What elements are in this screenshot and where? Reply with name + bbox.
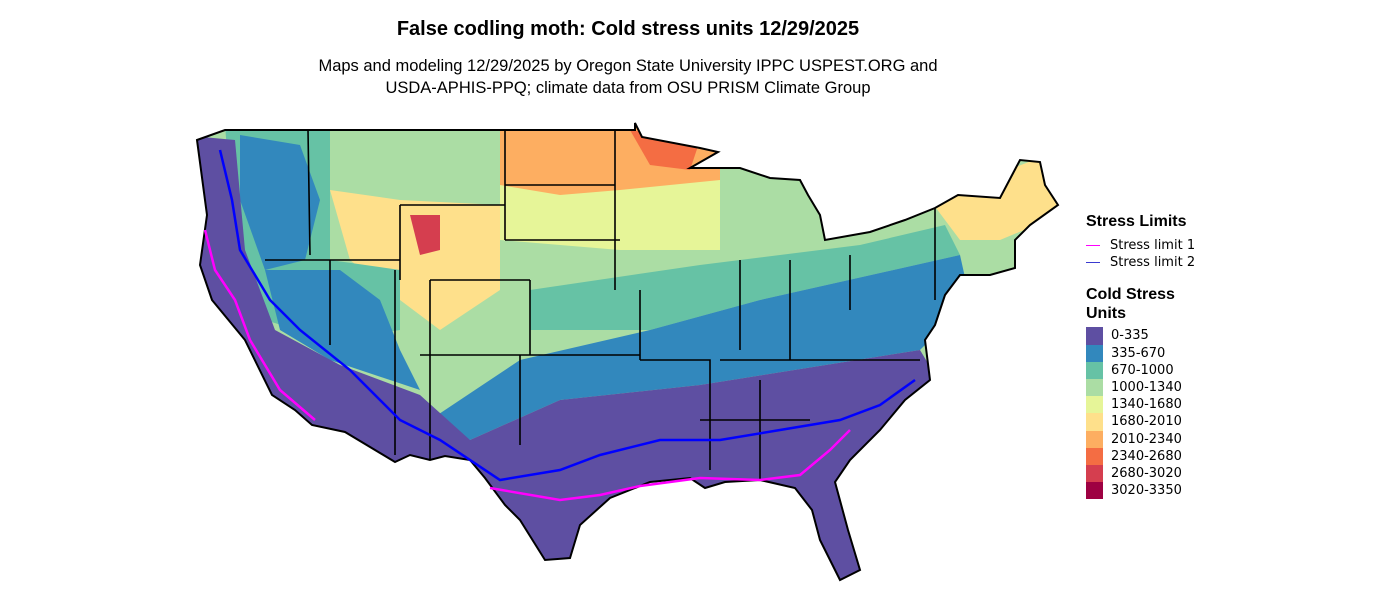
legend-bin: 1680-2010 <box>1086 413 1195 431</box>
region-335-670-southwest <box>265 270 420 390</box>
region-1680-2010-rockies <box>330 190 500 330</box>
legend-bin: 335-670 <box>1086 344 1195 362</box>
map-subtitle: Maps and modeling 12/29/2025 by Oregon S… <box>0 55 1256 99</box>
legend: Stress Limits Stress limit 1 Stress limi… <box>1086 212 1195 500</box>
legend-bin-label: 2010-2340 <box>1111 431 1182 447</box>
color-swatch <box>1086 396 1103 414</box>
legend-bin: 2680-3020 <box>1086 464 1195 483</box>
legend-bin-label: 0-335 <box>1111 328 1149 344</box>
legend-bin-label: 2340-2680 <box>1111 448 1182 464</box>
region-2680-3020 <box>410 215 440 255</box>
color-swatch <box>1086 378 1103 397</box>
legend-bin: 3020-3350 <box>1086 482 1195 500</box>
legend-bin-label: 2680-3020 <box>1111 465 1182 481</box>
blue-line-key <box>1086 262 1100 264</box>
legend-bin: 2010-2340 <box>1086 430 1195 448</box>
cold-stress-units-title: Cold Stress Units <box>1086 285 1195 323</box>
legend-bin-label: 1000-1340 <box>1111 380 1182 396</box>
legend-bin: 1340-1680 <box>1086 396 1195 414</box>
color-swatch <box>1086 430 1103 448</box>
color-swatch <box>1086 344 1103 362</box>
legend-label: Stress limit 1 <box>1110 238 1196 254</box>
subtitle-line-2: USDA-APHIS-PPQ; climate data from OSU PR… <box>385 79 871 97</box>
subtitle-line-1: Maps and modeling 12/29/2025 by Oregon S… <box>318 57 938 75</box>
region-335-670-northwest <box>240 135 320 270</box>
color-swatch <box>1086 482 1103 500</box>
legend-bin-label: 335-670 <box>1111 345 1166 361</box>
title-line-1: Cold Stress <box>1086 286 1175 304</box>
cold-stress-bins: 0-335 335-670 670-1000 1000-1340 1340-1680 16… <box>1086 327 1195 500</box>
magenta-line-key <box>1086 245 1100 247</box>
stress-limits-title: Stress Limits <box>1086 213 1187 230</box>
legend-bin-label: 1340-1680 <box>1111 397 1182 413</box>
legend-bin: 0-335 <box>1086 327 1195 345</box>
legend-bin: 1000-1340 <box>1086 378 1195 397</box>
legend-bin: 2340-2680 <box>1086 447 1195 465</box>
legend-bin-label: 670-1000 <box>1111 362 1174 378</box>
legend-bin-label: 3020-3350 <box>1111 483 1182 499</box>
map-title: False codling moth: Cold stress units 12… <box>396 18 860 40</box>
legend-label: Stress limit 2 <box>1110 255 1196 271</box>
color-swatch <box>1086 361 1103 379</box>
title-line-2: Units <box>1086 305 1126 323</box>
region-335-670-central <box>430 255 970 440</box>
color-swatch <box>1086 447 1103 465</box>
region-670-1000-central <box>530 225 960 330</box>
color-swatch <box>1086 327 1103 345</box>
color-swatch <box>1086 464 1103 483</box>
legend-item-stress-limit-2: Stress limit 2 <box>1086 254 1195 271</box>
state-borders <box>265 129 936 480</box>
color-swatch <box>1086 413 1103 431</box>
legend-item-stress-limit-1: Stress limit 1 <box>1086 237 1195 254</box>
legend-bin-label: 1680-2010 <box>1111 414 1182 430</box>
stress-limit-2-line <box>218 149 916 482</box>
legend-bin: 670-1000 <box>1086 361 1195 379</box>
stress-unit-regions <box>197 123 1058 580</box>
stress-limit-1-line <box>203 229 851 502</box>
